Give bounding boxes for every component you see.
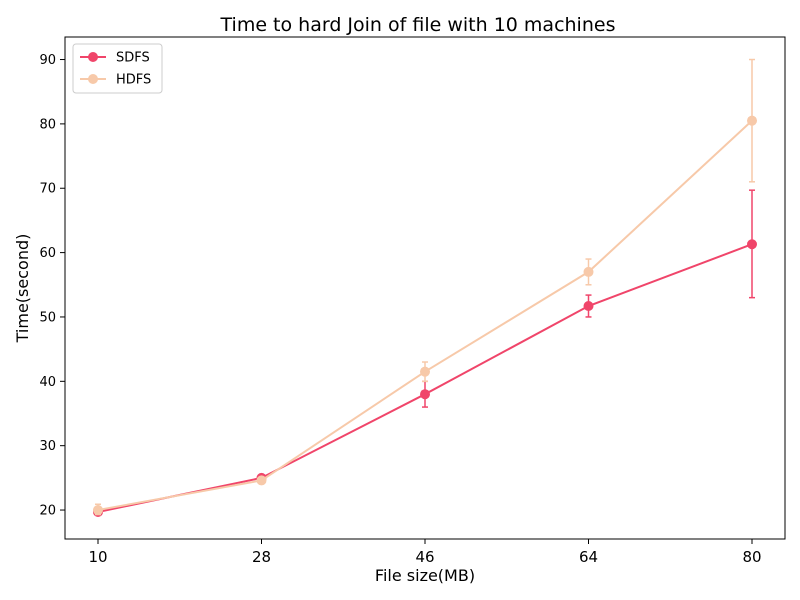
x-tick-label: 28 <box>252 548 271 566</box>
legend-marker <box>88 74 98 84</box>
x-axis: 10 28 46 64 80 <box>88 539 762 566</box>
y-tick-label: 80 <box>39 117 56 132</box>
legend-label: SDFS <box>116 51 150 66</box>
data-point <box>747 239 757 250</box>
legend: SDFS HDFS <box>72 43 163 94</box>
data-point <box>93 505 103 516</box>
y-tick-label: 40 <box>39 375 56 390</box>
data-point <box>583 266 594 277</box>
data-point <box>747 115 757 126</box>
series-layer <box>93 58 757 517</box>
y-tick-label: 70 <box>39 182 56 197</box>
y-tick-label: 20 <box>39 504 56 519</box>
data-point <box>256 475 267 486</box>
legend-label: HDFS <box>116 73 151 88</box>
y-tick-label: 50 <box>39 310 56 325</box>
x-tick-label: 10 <box>88 548 107 566</box>
data-point <box>420 366 430 377</box>
y-tick-label: 60 <box>39 246 56 261</box>
x-axis-label: File size(MB) <box>375 566 475 585</box>
series-hdfs <box>93 58 757 516</box>
x-tick-label: 64 <box>579 548 598 566</box>
x-tick-label: 80 <box>742 548 761 566</box>
y-tick-label: 30 <box>39 439 56 454</box>
y-tick-label: 90 <box>39 53 56 68</box>
chart-title: Time to hard Join of file with 10 machin… <box>220 14 616 36</box>
legend-marker <box>88 52 98 62</box>
y-axis-label: Time(second) <box>13 234 32 344</box>
data-point <box>420 389 430 400</box>
data-point <box>583 301 594 312</box>
x-tick-label: 46 <box>415 548 434 566</box>
y-axis: 20 30 40 50 60 70 80 90 <box>39 53 65 519</box>
